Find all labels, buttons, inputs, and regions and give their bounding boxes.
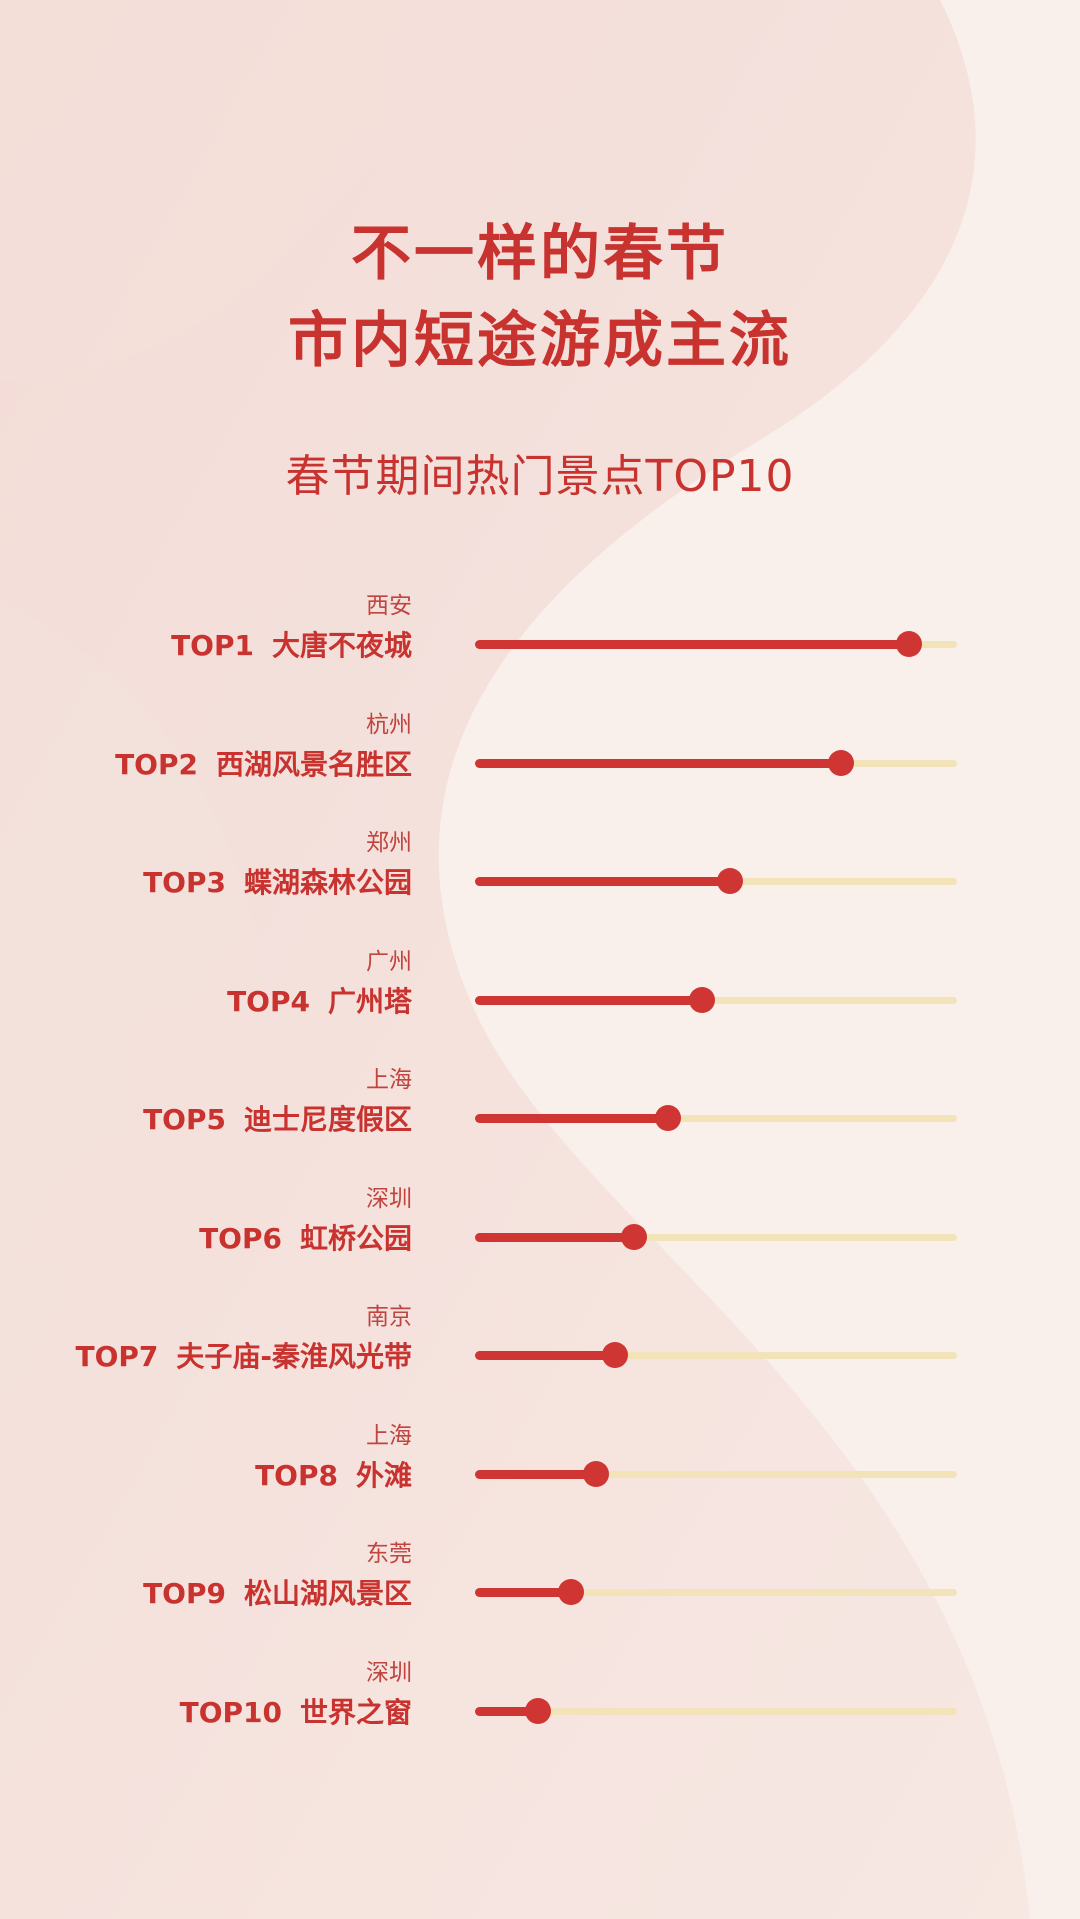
- bar-track: [475, 1707, 957, 1715]
- rank-label: TOP2 西湖风景名胜区: [115, 743, 412, 783]
- bar-fill: [475, 758, 842, 768]
- bar-fill: [475, 1232, 635, 1242]
- rank-label: TOP6 虹桥公园: [199, 1217, 412, 1257]
- bar-end-dot: [717, 868, 744, 894]
- attraction-name: 蝶湖森林公园: [243, 866, 412, 899]
- bar-end-dot: [582, 1460, 609, 1487]
- bar-track: [475, 1470, 957, 1478]
- attraction-name: 外滩: [355, 1458, 412, 1492]
- city-label: 上海: [366, 1422, 412, 1449]
- bar-fill: [475, 1706, 538, 1716]
- bar-end-dot: [895, 631, 922, 657]
- rank-number: TOP10: [179, 1695, 282, 1729]
- attraction-name: 世界之窗: [299, 1695, 412, 1729]
- rank-number: TOP6: [199, 1221, 282, 1255]
- city-label: 深圳: [366, 1659, 412, 1686]
- rank-number: TOP4: [227, 984, 310, 1018]
- bar-fill: [475, 877, 731, 886]
- chart-subtitle: 春节期间热门景点TOP10: [285, 451, 795, 502]
- bar-track: [475, 1352, 957, 1359]
- rank-label: TOP10 世界之窗: [180, 1691, 412, 1731]
- bar-fill: [475, 995, 702, 1005]
- rank-number: TOP7: [75, 1340, 159, 1373]
- bar-end-dot: [524, 1697, 551, 1724]
- rank-label: TOP7 夫子庙-秦淮风光带: [75, 1335, 412, 1375]
- bar-track: [475, 1589, 957, 1596]
- city-label: 深圳: [366, 1185, 412, 1212]
- bar-end-dot: [688, 986, 715, 1013]
- rank-label: TOP5 迪士尼度假区: [143, 1098, 412, 1138]
- rank-number: TOP3: [143, 866, 226, 899]
- rank-label: TOP9 松山湖风景区: [143, 1572, 412, 1612]
- rank-number: TOP2: [115, 747, 198, 781]
- bar-track: [475, 996, 957, 1004]
- attraction-name: 大唐不夜城: [271, 629, 412, 662]
- city-label: 郑州: [366, 830, 412, 856]
- city-label: 东莞: [366, 1541, 412, 1567]
- city-label: 南京: [366, 1304, 412, 1330]
- attraction-name: 夫子庙-秦淮风光带: [176, 1340, 412, 1373]
- rank-label: TOP3 蝶湖森林公园: [143, 861, 412, 901]
- city-label: 杭州: [366, 711, 412, 738]
- city-label: 西安: [366, 593, 412, 619]
- bar-fill: [475, 1351, 615, 1360]
- bar-track: [475, 1233, 957, 1241]
- city-label: 上海: [366, 1067, 412, 1093]
- bar-end-dot: [601, 1342, 628, 1368]
- rank-number: TOP9: [143, 1577, 226, 1610]
- bar-end-dot: [654, 1105, 681, 1131]
- city-label: 广州: [366, 948, 412, 975]
- bar-fill: [475, 1114, 668, 1123]
- bar-end-dot: [621, 1223, 648, 1250]
- attraction-name: 广州塔: [327, 984, 412, 1018]
- bar-fill: [475, 1588, 572, 1597]
- title-line-1: 不一样的春节: [351, 219, 729, 289]
- bar-fill: [475, 1469, 596, 1479]
- rank-number: TOP8: [255, 1458, 338, 1492]
- rank-label: TOP1 大唐不夜城: [171, 624, 412, 664]
- bar-end-dot: [558, 1579, 585, 1605]
- attraction-name: 虹桥公园: [299, 1221, 412, 1255]
- bar-track: [475, 1115, 957, 1122]
- attraction-name: 松山湖风景区: [243, 1577, 412, 1610]
- attraction-name: 西湖风景名胜区: [215, 747, 412, 781]
- rank-label: TOP8 外滩: [255, 1454, 412, 1494]
- rank-label: TOP4 广州塔: [227, 980, 412, 1020]
- ranking-chart: 西安 TOP1 大唐不夜城杭州 TOP2 西湖风景名胜区郑州 TOP3 蝶湖森林公园广州 TO…: [0, 590, 1080, 1790]
- rank-number: TOP5: [143, 1103, 226, 1136]
- title-line-2: 市内短途游成主流: [288, 306, 792, 376]
- attraction-name: 迪士尼度假区: [243, 1103, 412, 1136]
- rank-number: TOP1: [171, 629, 254, 662]
- bar-end-dot: [828, 749, 855, 776]
- bar-fill: [475, 640, 909, 649]
